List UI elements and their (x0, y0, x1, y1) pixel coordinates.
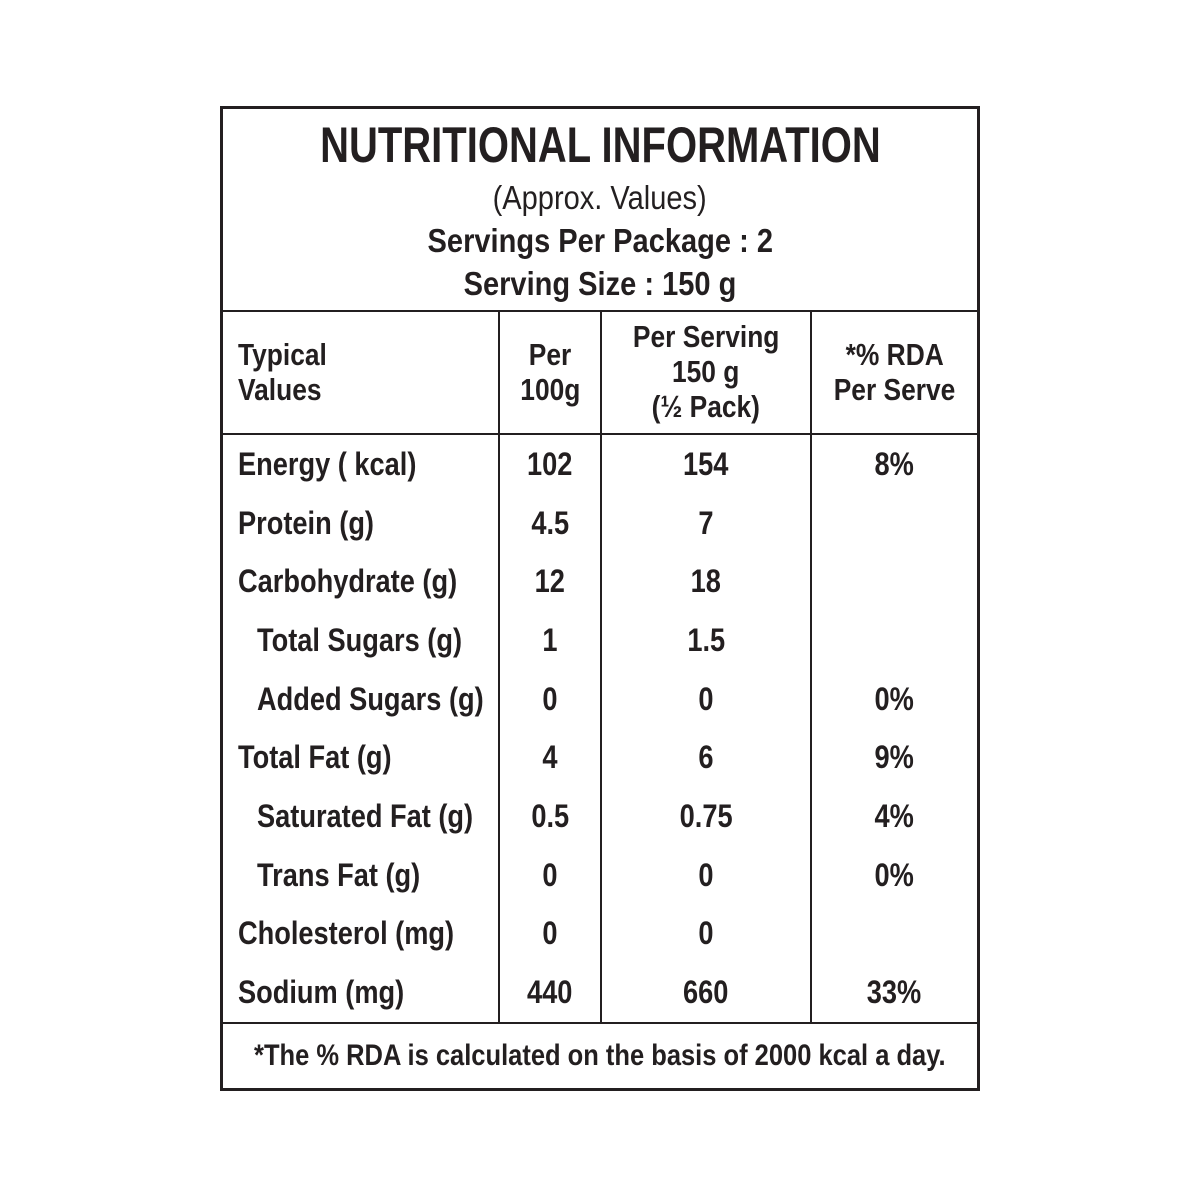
column-header-typical-values: Typical Values (238, 336, 327, 407)
sodium-rda: 33% (810, 963, 977, 1022)
protein-rda (810, 493, 977, 553)
label-subtitle: (Approx. Values) (492, 179, 708, 216)
total-sugars-rda (810, 611, 977, 670)
row-label-sodium: Sodium (mg) (238, 974, 405, 1011)
total-sugars-per-serving: 1.5 (600, 611, 810, 670)
row-label-carbohydrate: Carbohydrate (g) (238, 563, 458, 600)
row-label-energy: Energy ( kcal) (238, 445, 417, 482)
servings-per-package: Servings Per Package : 2 (427, 222, 773, 259)
carbohydrate-rda (810, 552, 977, 612)
energy-per-serving: 154 (600, 435, 810, 494)
protein-per-100g: 4.5 (498, 493, 600, 553)
saturated-fat-per-100g: 0.5 (498, 787, 600, 846)
carbohydrate-per-serving: 18 (600, 552, 810, 612)
row-label-total-sugars: Total Sugars (g) (257, 621, 463, 658)
serving-size: Serving Size : 150 g (463, 265, 737, 302)
total-fat-per-100g: 4 (498, 728, 600, 788)
added-sugars-per-100g: 0 (498, 669, 600, 729)
sodium-per-100g: 440 (498, 963, 600, 1022)
row-label-protein: Protein (g) (238, 504, 374, 541)
label-header: NUTRITIONAL INFORMATION (Approx. Values)… (223, 109, 977, 312)
protein-per-serving: 7 (600, 493, 810, 553)
nutrient-table-body: Energy ( kcal) 102 154 8% Protein (g) 4.… (223, 435, 977, 1022)
cholesterol-per-serving: 0 (600, 904, 810, 964)
cholesterol-per-100g: 0 (498, 904, 600, 964)
row-label-trans-fat: Trans Fat (g) (257, 856, 421, 893)
column-header-rda-per-serve: *% RDA Per Serve (810, 312, 977, 433)
added-sugars-per-serving: 0 (600, 669, 810, 729)
total-fat-rda: 9% (810, 728, 977, 788)
total-sugars-per-100g: 1 (498, 611, 600, 670)
trans-fat-per-100g: 0 (498, 845, 600, 905)
label-title: NUTRITIONAL INFORMATION (319, 117, 881, 173)
column-header-per-100g: Per 100g (498, 312, 600, 433)
carbohydrate-per-100g: 12 (498, 552, 600, 612)
added-sugars-rda: 0% (810, 669, 977, 729)
total-fat-per-serving: 6 (600, 728, 810, 788)
trans-fat-rda: 0% (810, 845, 977, 905)
row-label-total-fat: Total Fat (g) (238, 739, 392, 776)
row-label-added-sugars: Added Sugars (g) (257, 680, 484, 717)
nutrition-label: NUTRITIONAL INFORMATION (Approx. Values)… (220, 106, 980, 1091)
trans-fat-per-serving: 0 (600, 845, 810, 905)
cholesterol-rda (810, 904, 977, 964)
sodium-per-serving: 660 (600, 963, 810, 1022)
saturated-fat-rda: 4% (810, 787, 977, 846)
label-footer: *The % RDA is calculated on the basis of… (223, 1022, 977, 1088)
row-label-saturated-fat: Saturated Fat (g) (257, 798, 474, 835)
saturated-fat-per-serving: 0.75 (600, 787, 810, 846)
energy-rda: 8% (810, 435, 977, 494)
rda-footnote: *The % RDA is calculated on the basis of… (254, 1039, 946, 1072)
column-header-per-serving: Per Serving 150 g (½ Pack) (600, 312, 810, 433)
energy-per-100g: 102 (498, 435, 600, 494)
row-label-cholesterol: Cholesterol (mg) (238, 915, 455, 952)
column-header-row: Typical Values Per 100g Per Serving 150 … (223, 312, 977, 435)
